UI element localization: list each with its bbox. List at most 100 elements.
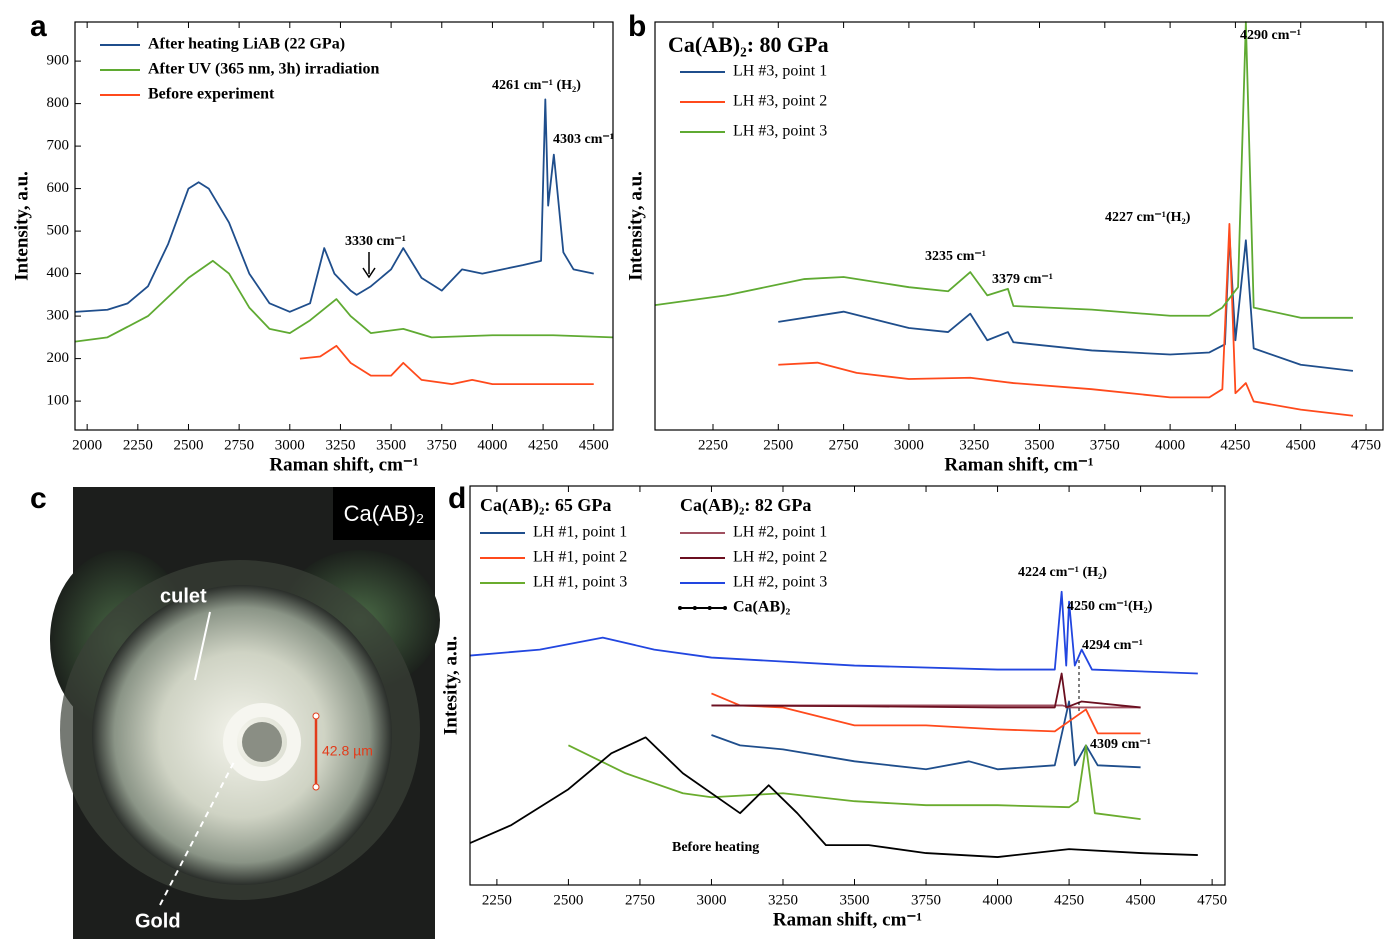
x-tick-label: 2500 — [763, 437, 793, 453]
annotation: 4309 cm⁻¹ — [1090, 737, 1151, 752]
x-tick-label: 3250 — [768, 892, 798, 908]
photo-panel: Ca(AB)₂ culet Gold 42.8 µm c — [30, 482, 440, 939]
legend-label: LH #3, point 1 — [733, 63, 827, 80]
x-tick-label: 2250 — [698, 437, 728, 453]
series-line — [778, 224, 1353, 416]
y-tick-label: 200 — [47, 350, 70, 366]
legend-marker — [678, 606, 682, 610]
x-tick-label: 4250 — [1054, 892, 1084, 908]
annotation: 4227 cm⁻¹(H₂) — [1105, 210, 1191, 225]
x-tick-label: 2250 — [482, 892, 512, 908]
series-line — [711, 693, 1140, 733]
y-tick-label: 300 — [47, 308, 70, 324]
annotation: 4303 cm⁻¹ — [553, 132, 614, 147]
scale-label: 42.8 µm — [322, 743, 373, 759]
legend-label: LH #3, point 3 — [733, 123, 827, 140]
x-tick-label: 2750 — [829, 437, 859, 453]
legend-label: After heating LiAB (22 GPa) — [148, 36, 345, 53]
annotation: 3379 cm⁻¹ — [992, 272, 1053, 287]
y-tick-label: 600 — [47, 180, 70, 196]
legend-label: LH #3, point 2 — [733, 93, 827, 110]
x-axis-label: Raman shift, cm⁻¹ — [773, 909, 922, 930]
legend-label: Ca(AB)₂ — [733, 599, 790, 616]
x-tick-label: 4000 — [477, 437, 507, 453]
legend-label: LH #1, point 1 — [533, 524, 627, 541]
legend-label: LH #1, point 3 — [533, 574, 627, 591]
annotation: 3330 cm⁻¹ — [345, 234, 406, 249]
x-tick-label: 3500 — [840, 892, 870, 908]
x-tick-label: 2500 — [553, 892, 583, 908]
x-tick-label: 3000 — [275, 437, 305, 453]
series-line — [75, 261, 613, 342]
plot-frame — [470, 486, 1225, 885]
y-tick-label: 100 — [47, 393, 70, 409]
series-line — [778, 234, 1353, 371]
x-tick-label: 4500 — [579, 437, 609, 453]
figure: Ca(AB)₂ culet Gold 42.8 µm c a 2000 2250 25… — [0, 0, 1387, 939]
y-axis-label: Intesity, a.u. — [440, 636, 461, 735]
x-tick-label: 4500 — [1126, 892, 1156, 908]
annotation: 3235 cm⁻¹ — [925, 249, 986, 264]
scale-end — [313, 713, 319, 719]
x-tick-label: 3750 — [427, 437, 457, 453]
x-tick-label: 4750 — [1197, 892, 1227, 908]
gold-label: Gold — [135, 910, 181, 932]
series-line — [300, 346, 594, 384]
legend-label: LH #2, point 1 — [733, 524, 827, 541]
y-tick-label: 700 — [47, 138, 70, 154]
sample-label: Ca(AB)₂ — [344, 501, 425, 526]
legend-label: LH #2, point 3 — [733, 574, 827, 591]
x-tick-label: 2750 — [224, 437, 254, 453]
y-tick-label: 400 — [47, 265, 70, 281]
legend-group: Ca(AB)₂: 82 GPa — [680, 495, 811, 516]
annotation: 4261 cm⁻¹ (H₂) — [492, 78, 581, 93]
x-tick-label: 4500 — [1286, 437, 1316, 453]
x-tick-label: 4750 — [1351, 437, 1381, 453]
y-tick-label: 800 — [47, 95, 70, 111]
legend-label: LH #1, point 2 — [533, 549, 627, 566]
scale-end — [313, 784, 319, 790]
x-tick-label: 3250 — [959, 437, 989, 453]
annotation: 4294 cm⁻¹ — [1082, 638, 1143, 653]
x-tick-label: 2000 — [72, 437, 102, 453]
x-axis-label: Raman shift, cm⁻¹ — [944, 454, 1093, 475]
x-tick-label: 3750 — [1090, 437, 1120, 453]
annotation: 4290 cm⁻¹ — [1240, 28, 1301, 43]
legend-marker — [693, 606, 697, 610]
x-tick-label: 3500 — [376, 437, 406, 453]
culet-label: culet — [160, 585, 207, 607]
y-axis-label: Intensity, a.u. — [11, 171, 32, 281]
legend-label: LH #2, point 2 — [733, 549, 827, 566]
x-tick-label: 2500 — [173, 437, 203, 453]
series-line — [711, 701, 1140, 769]
panel-letter: c — [30, 482, 47, 515]
x-tick-label: 3000 — [894, 437, 924, 453]
annotation: 4250 cm⁻¹(H₂) — [1067, 599, 1153, 614]
series-line — [470, 737, 1198, 857]
series-line — [711, 674, 1140, 708]
y-tick-label: 900 — [47, 53, 70, 69]
series-line — [568, 745, 1140, 819]
series-line — [75, 99, 594, 312]
legend-marker — [723, 606, 727, 610]
panel-letter: a — [30, 10, 47, 43]
y-axis-label: Intensity, a.u. — [625, 171, 646, 281]
x-tick-label: 4250 — [528, 437, 558, 453]
x-tick-label: 3500 — [1025, 437, 1055, 453]
legend-label: Before experiment — [148, 86, 275, 103]
x-tick-label: 3000 — [696, 892, 726, 908]
x-axis-label: Raman shift, cm⁻¹ — [269, 454, 418, 475]
culet — [92, 585, 392, 885]
panel-letter: b — [628, 10, 646, 43]
x-tick-label: 2250 — [123, 437, 153, 453]
x-tick-label: 4000 — [1155, 437, 1185, 453]
plot-frame — [655, 22, 1383, 430]
y-tick-label: 500 — [47, 223, 70, 239]
x-tick-label: 2750 — [625, 892, 655, 908]
annotation: Before heating — [672, 840, 759, 855]
chart-title: Ca(AB)₂: 80 GPa — [668, 32, 829, 57]
x-tick-label: 4000 — [983, 892, 1013, 908]
